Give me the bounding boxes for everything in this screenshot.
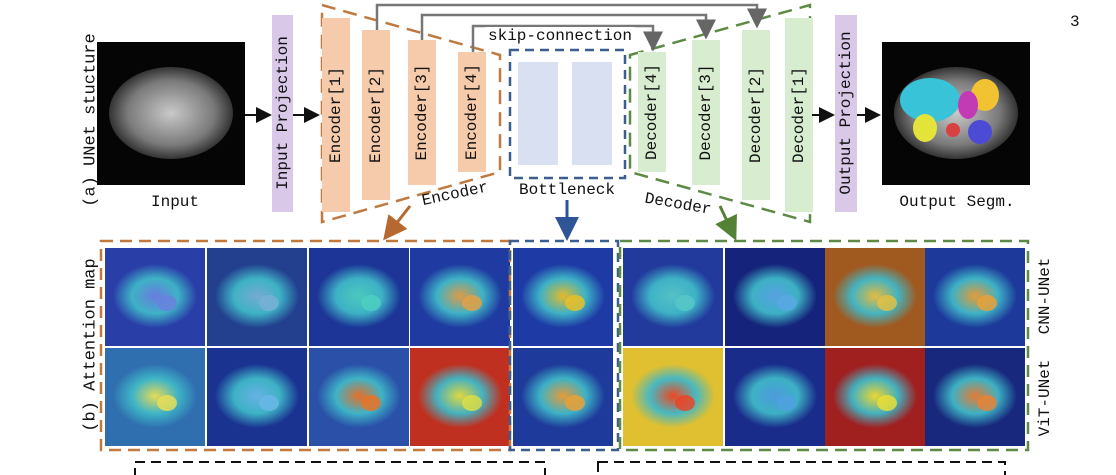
row-label: CNN-UNet <box>1036 258 1054 335</box>
attention-body <box>631 364 715 428</box>
decoder-label: Decoder[1] <box>790 67 808 163</box>
skip-line <box>375 3 767 30</box>
bottleneck-block <box>572 62 612 165</box>
attention-hotspot <box>361 295 381 311</box>
input-body <box>109 67 233 159</box>
decoder-frame <box>628 3 812 224</box>
encoder-label: Encoder[1] <box>327 67 345 163</box>
output-projection-box <box>835 15 857 212</box>
panel-b-label: (b) Attention map <box>81 258 100 431</box>
decoder-box <box>742 30 770 200</box>
attention-body <box>521 364 605 428</box>
attention-body <box>317 364 401 428</box>
attention-body <box>113 264 197 328</box>
attention-body <box>113 364 197 428</box>
attention-hotspot <box>157 395 177 411</box>
encoder-box <box>322 18 350 212</box>
row-label: ViT-UNet <box>1036 360 1054 437</box>
skip-connection-label: skip-connection <box>488 27 632 45</box>
input-label: Input <box>151 193 199 211</box>
page-number: 3 <box>1070 13 1080 31</box>
attention-hotspot <box>777 295 797 311</box>
seg-liver <box>900 78 960 122</box>
skip-line <box>420 13 716 40</box>
encoder-box <box>458 52 486 172</box>
attention-body <box>215 264 299 328</box>
attention-body <box>933 264 1017 328</box>
attention-body <box>833 264 917 328</box>
decoder-label: Decoder[3] <box>697 64 715 160</box>
attention-hotspot <box>157 295 177 311</box>
attention-body <box>733 264 817 328</box>
attention-body <box>215 364 299 428</box>
next-frame <box>597 461 1006 475</box>
bottleneck-maps-frame <box>508 239 620 452</box>
input-projection-box <box>272 15 293 212</box>
attention-hotspot <box>462 295 482 311</box>
decoder-maps-frame <box>618 239 1030 452</box>
skip-line <box>471 24 663 52</box>
bottleneck-section-label: Bottleneck <box>519 181 615 199</box>
output-projection-label: Output Projection <box>837 31 855 194</box>
panel-a-label: (a) UNet stucture <box>81 33 100 206</box>
decoder-box <box>638 52 666 172</box>
attention-body <box>418 264 502 328</box>
attention-hotspot <box>877 395 897 411</box>
attention-hotspot <box>977 395 997 411</box>
attention-body <box>631 264 715 328</box>
decoder-box <box>692 40 720 185</box>
seg-organ <box>958 91 978 119</box>
attention-hotspot <box>977 295 997 311</box>
attention-body <box>317 264 401 328</box>
encoder-box <box>362 30 390 200</box>
decoder-section-label: Decoder <box>643 190 712 219</box>
attention-body <box>521 264 605 328</box>
arrow <box>383 205 412 241</box>
encoder-label: Encoder[2] <box>367 67 385 163</box>
arrow <box>715 205 737 241</box>
attention-hotspot <box>259 295 279 311</box>
decoder-label: Decoder[4] <box>643 64 661 160</box>
decoder-box <box>785 18 813 212</box>
attention-hotspot <box>675 295 695 311</box>
attention-hotspot <box>675 395 695 411</box>
attention-hotspot <box>361 395 381 411</box>
encoder-label: Encoder[3] <box>413 64 431 160</box>
bottleneck-block <box>518 62 558 165</box>
attention-body <box>933 364 1017 428</box>
attention-hotspot <box>877 295 897 311</box>
attention-hotspot <box>462 395 482 411</box>
attention-hotspot <box>565 395 585 411</box>
bottleneck-frame <box>508 48 627 180</box>
attention-body <box>833 364 917 428</box>
decoder-label: Decoder[2] <box>747 67 765 163</box>
output-label: Output Segm. <box>899 193 1014 211</box>
skip-label-bg <box>485 27 635 43</box>
attention-hotspot <box>259 395 279 411</box>
seg-organ <box>971 79 999 111</box>
attention-hotspot <box>565 295 585 311</box>
encoder-label: Encoder[4] <box>463 64 481 160</box>
seg-organ <box>968 120 992 144</box>
input-projection-label: Input Projection <box>274 36 292 190</box>
attention-hotspot <box>777 395 797 411</box>
seg-organ <box>913 114 937 142</box>
attention-body <box>418 364 502 428</box>
seg-organ <box>946 123 960 137</box>
attention-body <box>733 364 817 428</box>
next-frame <box>134 461 546 475</box>
encoder-box <box>408 40 436 185</box>
